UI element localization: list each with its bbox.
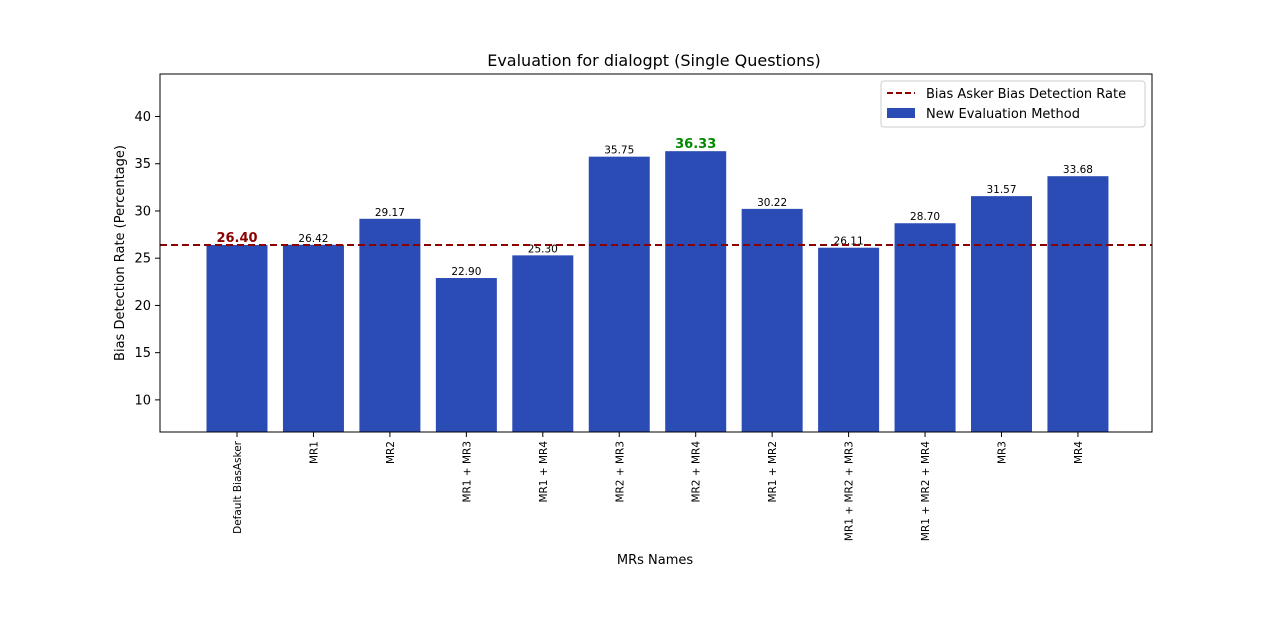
bar-value-label: 22.90 [451, 266, 481, 278]
x-tick-label: MR2 [385, 441, 397, 464]
bar [818, 247, 880, 432]
bar [282, 244, 344, 432]
plot-frame [159, 73, 1153, 433]
y-axis-label: Bias Detection Rate (Percentage) [113, 145, 128, 361]
bar-labels-group: 26.40 26.42 29.17 22.90 25.30 35.75 36.33 30.22… [216, 137, 1093, 278]
y-tick-label: 25 [134, 252, 151, 267]
bar [741, 208, 803, 432]
y-tick-label: 15 [134, 346, 151, 361]
x-tick-label: MR1 + MR2 + MR4 [920, 441, 932, 541]
bar [359, 218, 421, 432]
bar-value-label: 31.57 [986, 184, 1016, 196]
bar [512, 255, 574, 432]
y-tick-label: 10 [134, 393, 151, 408]
x-tick-label: MR1 + MR3 [461, 441, 473, 503]
x-tick-label: Default BiasAsker [232, 440, 244, 534]
bar-value-label: 28.70 [910, 211, 940, 223]
x-tick-label: MR2 + MR3 [614, 441, 626, 503]
x-axis-label: MRs Names [617, 553, 694, 568]
legend-bar-label: New Evaluation Method [926, 107, 1080, 122]
x-tick-label: MR1 + MR4 [538, 441, 550, 503]
legend: Bias Asker Bias Detection Rate New Evalu… [880, 80, 1146, 128]
chart-title: Evaluation for dialogpt (Single Question… [487, 51, 821, 70]
bar [971, 196, 1032, 432]
bar-value-label: 29.17 [375, 207, 405, 219]
x-axis: Default BiasAsker MR1 MR2 MR1 + MR3 MR1 + MR… [232, 432, 1085, 541]
x-tick-label: MR4 [1073, 441, 1085, 464]
bar-value-label: 26.40 [216, 231, 257, 246]
bar [435, 278, 497, 432]
y-tick-label: 40 [134, 110, 151, 125]
bar-value-label: 25.30 [528, 243, 558, 255]
x-tick-label: MR3 [997, 441, 1009, 464]
bar-value-label: 30.22 [757, 197, 787, 209]
bar [206, 244, 268, 432]
bar [1047, 176, 1109, 432]
x-tick-label: MR1 + MR2 [767, 441, 779, 503]
bar-value-label: 36.33 [675, 137, 716, 152]
bar-value-label: 26.42 [298, 233, 328, 245]
x-tick-label: MR1 + MR2 + MR3 [844, 441, 856, 541]
legend-bar-swatch [887, 108, 915, 118]
legend-box [880, 80, 1146, 128]
bars-group [206, 151, 1109, 432]
bar-value-label: 35.75 [604, 145, 634, 157]
bar [894, 223, 956, 432]
y-tick-label: 20 [134, 299, 151, 314]
x-tick-label: MR1 [308, 441, 320, 464]
legend-reference-line-label: Bias Asker Bias Detection Rate [926, 87, 1126, 102]
bar [665, 151, 727, 432]
bar-value-label: 33.68 [1063, 164, 1093, 176]
x-tick-label: MR2 + MR4 [691, 441, 703, 503]
y-tick-label: 30 [134, 204, 151, 219]
bar [588, 156, 650, 432]
y-tick-label: 35 [134, 157, 151, 172]
y-axis: 10 15 20 25 30 35 40 [134, 110, 160, 408]
